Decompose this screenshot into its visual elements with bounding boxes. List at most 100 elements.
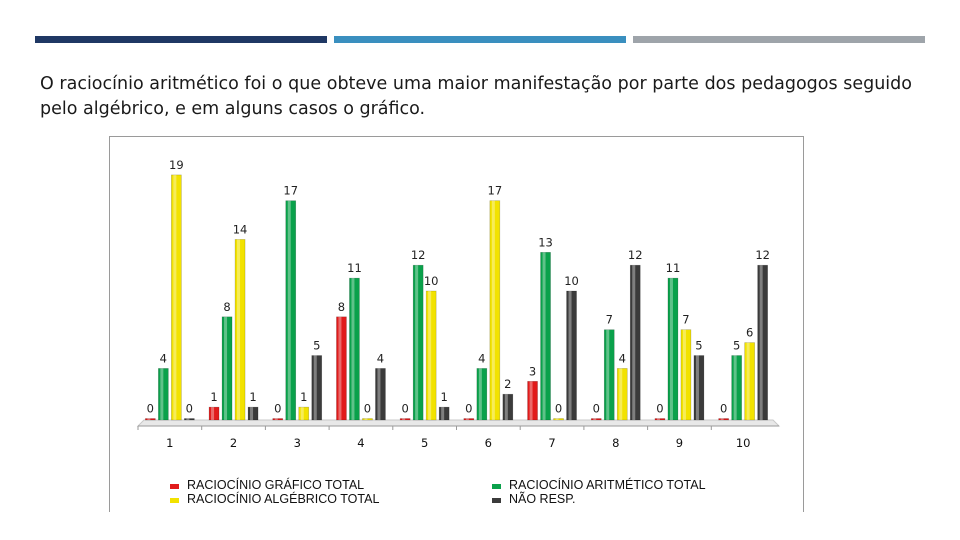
data-label: 5 — [313, 339, 320, 353]
data-label: 7 — [682, 313, 689, 327]
bar-1-1 — [145, 418, 156, 421]
bar-highlight — [364, 418, 368, 420]
bar-2-7 — [540, 252, 551, 421]
bar-highlight — [287, 200, 291, 420]
bar-4-9 — [693, 355, 705, 421]
bar-1-9 — [654, 418, 666, 421]
accent-bar-blue — [334, 36, 626, 43]
bar-highlight — [529, 381, 533, 420]
x-tick-label: 5 — [421, 436, 428, 450]
legend-swatch — [170, 498, 179, 503]
bar-3-6 — [489, 200, 501, 421]
bar-3-3 — [298, 406, 310, 421]
bar-3-2 — [234, 239, 246, 421]
legend-swatch — [170, 484, 179, 489]
bar-highlight — [632, 265, 636, 420]
data-label: 0 — [555, 402, 562, 416]
bar-highlight — [656, 418, 660, 420]
data-label: 5 — [733, 339, 740, 353]
bar-2-1 — [158, 368, 169, 421]
bar-highlight — [313, 355, 317, 420]
bar-highlight — [669, 278, 673, 420]
legend-swatch — [492, 498, 501, 503]
data-label: 17 — [283, 184, 298, 198]
bar-1-4 — [336, 316, 347, 421]
slide-paragraph: O raciocínio aritmético foi o que obteve… — [40, 74, 912, 119]
bar-2-8 — [603, 329, 615, 421]
bar-2-3 — [285, 200, 297, 421]
data-label: 5 — [695, 339, 702, 353]
data-label: 8 — [338, 300, 345, 314]
x-tick-label: 2 — [230, 436, 237, 450]
bar-3-9 — [680, 329, 692, 421]
data-label: 2 — [504, 377, 511, 391]
bar-highlight — [415, 265, 419, 420]
bar-1-7 — [527, 381, 538, 421]
legend-swatch — [492, 484, 501, 489]
data-label: 4 — [160, 351, 167, 365]
data-label: 17 — [488, 184, 503, 198]
bar-highlight — [428, 291, 432, 420]
bar-highlight — [746, 342, 750, 420]
bar-3-5 — [425, 290, 437, 421]
x-tick-label: 6 — [485, 436, 492, 450]
data-label: 0 — [656, 402, 663, 416]
data-label: 1 — [249, 390, 256, 404]
data-label: 0 — [147, 402, 154, 416]
data-label: 4 — [478, 351, 485, 365]
data-label: 14 — [233, 222, 248, 236]
data-label: 0 — [593, 402, 600, 416]
bar-highlight — [733, 355, 737, 420]
bar-highlight — [491, 200, 495, 420]
chart-floor — [136, 419, 781, 427]
bar-4-5 — [438, 406, 450, 421]
bar-highlight — [695, 355, 699, 420]
bar-1-2 — [208, 406, 220, 421]
data-label: 0 — [401, 402, 408, 416]
data-label: 0 — [364, 402, 371, 416]
bar-highlight — [274, 418, 278, 420]
bar-highlight — [351, 278, 355, 420]
bar-highlight — [402, 418, 406, 420]
bar-highlight — [619, 368, 623, 420]
bar-2-4 — [349, 277, 360, 421]
bar-highlight — [682, 329, 686, 420]
data-label: 4 — [377, 351, 384, 365]
bar-1-6 — [463, 418, 475, 421]
bar-4-7 — [566, 290, 577, 421]
data-label: 10 — [564, 274, 579, 288]
data-label: 11 — [666, 261, 681, 275]
bar-highlight — [542, 252, 546, 420]
legend-label: NÃO RESP. — [509, 492, 575, 506]
data-label: 11 — [347, 261, 362, 275]
data-label: 0 — [274, 402, 281, 416]
bar-2-6 — [476, 368, 488, 421]
x-tick-label: 3 — [294, 436, 301, 450]
x-tick-label: 7 — [548, 436, 555, 450]
bar-highlight — [338, 316, 342, 420]
bar-3-4 — [362, 418, 373, 421]
bar-highlight — [147, 418, 151, 420]
data-label: 8 — [223, 300, 230, 314]
bar-chart: 0419011814120171538110440121015041726313… — [136, 158, 781, 506]
accent-bar-dark — [35, 36, 327, 43]
bar-4-6 — [502, 393, 514, 421]
legend-label: RACIOCÍNIO GRÁFICO TOTAL — [187, 477, 364, 492]
legend-label: RACIOCÍNIO ARITMÉTICO TOTAL — [509, 477, 706, 492]
data-label: 0 — [465, 402, 472, 416]
bar-1-3 — [272, 418, 284, 421]
data-label: 10 — [424, 274, 439, 288]
data-label: 13 — [538, 235, 553, 249]
bar-1-10 — [718, 418, 729, 421]
bar-highlight — [478, 368, 482, 420]
bar-highlight — [606, 329, 610, 420]
data-label: 1 — [300, 390, 307, 404]
data-label: 7 — [606, 313, 613, 327]
data-label: 4 — [619, 351, 626, 365]
bar-highlight — [237, 239, 241, 420]
bar-highlight — [160, 368, 164, 420]
bar-highlight — [593, 418, 597, 420]
bar-3-1 — [171, 174, 182, 421]
legend-label: RACIOCÍNIO ALGÉBRICO TOTAL — [187, 491, 379, 506]
bar-highlight — [465, 418, 469, 420]
